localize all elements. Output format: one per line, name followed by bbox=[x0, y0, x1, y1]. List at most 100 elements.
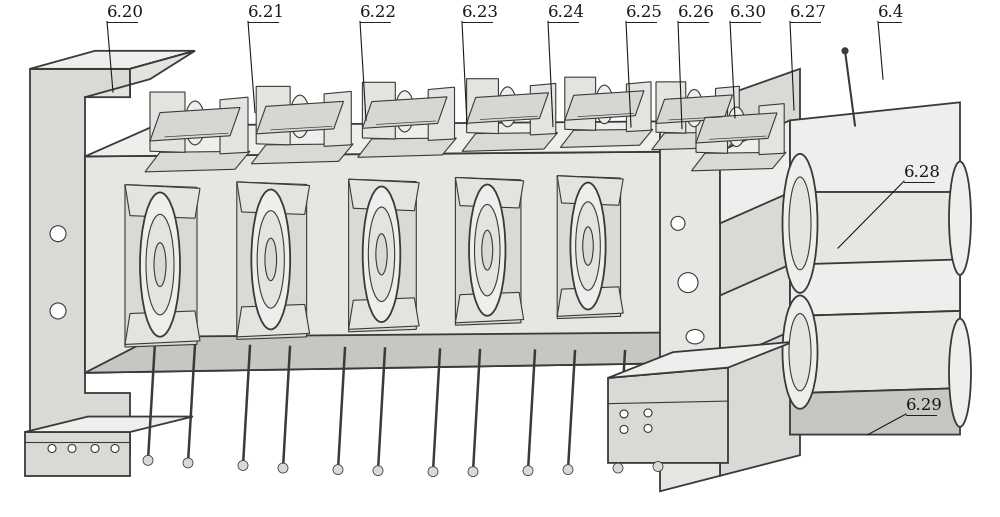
Polygon shape bbox=[608, 342, 793, 378]
Polygon shape bbox=[251, 144, 353, 164]
Polygon shape bbox=[656, 95, 732, 124]
Polygon shape bbox=[626, 82, 651, 132]
Circle shape bbox=[644, 409, 652, 417]
Circle shape bbox=[671, 217, 685, 231]
Polygon shape bbox=[256, 101, 344, 134]
Polygon shape bbox=[85, 151, 720, 373]
Circle shape bbox=[613, 463, 623, 473]
Ellipse shape bbox=[400, 100, 409, 122]
Polygon shape bbox=[560, 129, 653, 147]
Polygon shape bbox=[565, 77, 596, 130]
Ellipse shape bbox=[185, 101, 205, 145]
Polygon shape bbox=[85, 51, 195, 97]
Circle shape bbox=[278, 463, 288, 473]
Ellipse shape bbox=[789, 313, 811, 391]
Polygon shape bbox=[720, 120, 790, 223]
Text: 6.27: 6.27 bbox=[790, 5, 827, 21]
Polygon shape bbox=[220, 97, 248, 154]
Ellipse shape bbox=[498, 87, 517, 127]
Ellipse shape bbox=[482, 230, 493, 270]
Circle shape bbox=[644, 424, 652, 432]
Ellipse shape bbox=[789, 177, 811, 270]
Polygon shape bbox=[557, 287, 623, 316]
Polygon shape bbox=[715, 86, 739, 134]
Circle shape bbox=[238, 461, 248, 470]
Ellipse shape bbox=[368, 207, 395, 301]
Ellipse shape bbox=[290, 95, 310, 138]
Ellipse shape bbox=[503, 96, 512, 117]
Polygon shape bbox=[145, 151, 250, 172]
Polygon shape bbox=[455, 177, 521, 325]
Polygon shape bbox=[237, 305, 310, 337]
Ellipse shape bbox=[257, 211, 284, 308]
Text: 6.22: 6.22 bbox=[360, 5, 397, 21]
Ellipse shape bbox=[727, 107, 745, 146]
Polygon shape bbox=[462, 133, 558, 151]
Polygon shape bbox=[237, 182, 307, 339]
Polygon shape bbox=[362, 97, 447, 128]
Ellipse shape bbox=[154, 242, 166, 286]
Polygon shape bbox=[557, 176, 623, 205]
Ellipse shape bbox=[782, 296, 818, 409]
Polygon shape bbox=[85, 331, 790, 373]
Polygon shape bbox=[358, 138, 456, 157]
Text: 6.20: 6.20 bbox=[107, 5, 144, 21]
Polygon shape bbox=[25, 417, 193, 432]
Ellipse shape bbox=[583, 227, 593, 265]
Polygon shape bbox=[790, 192, 960, 265]
Circle shape bbox=[50, 303, 66, 319]
Ellipse shape bbox=[190, 111, 200, 134]
Circle shape bbox=[563, 465, 573, 475]
Circle shape bbox=[653, 462, 663, 472]
Ellipse shape bbox=[949, 161, 971, 275]
Polygon shape bbox=[530, 83, 556, 135]
Ellipse shape bbox=[395, 91, 414, 132]
Polygon shape bbox=[455, 292, 524, 323]
Text: 6.23: 6.23 bbox=[462, 5, 499, 21]
Ellipse shape bbox=[475, 204, 500, 296]
Text: 6.21: 6.21 bbox=[248, 5, 285, 21]
Polygon shape bbox=[660, 97, 720, 491]
Polygon shape bbox=[237, 182, 310, 215]
Polygon shape bbox=[720, 120, 790, 362]
Ellipse shape bbox=[732, 116, 741, 137]
Ellipse shape bbox=[376, 234, 387, 275]
Polygon shape bbox=[692, 153, 786, 171]
Text: 6.26: 6.26 bbox=[678, 5, 715, 21]
Circle shape bbox=[523, 466, 533, 476]
Circle shape bbox=[333, 465, 343, 475]
Polygon shape bbox=[30, 69, 130, 455]
Ellipse shape bbox=[251, 190, 290, 329]
Polygon shape bbox=[428, 87, 455, 141]
Circle shape bbox=[678, 272, 698, 293]
Circle shape bbox=[68, 445, 76, 452]
Polygon shape bbox=[125, 311, 200, 344]
Polygon shape bbox=[557, 176, 621, 318]
Ellipse shape bbox=[782, 154, 818, 293]
Polygon shape bbox=[759, 103, 784, 155]
Circle shape bbox=[620, 425, 628, 433]
Polygon shape bbox=[125, 185, 197, 347]
Polygon shape bbox=[790, 260, 960, 316]
Ellipse shape bbox=[690, 98, 698, 118]
Ellipse shape bbox=[295, 105, 305, 128]
Text: 6.30: 6.30 bbox=[730, 5, 767, 21]
Polygon shape bbox=[150, 92, 185, 153]
Polygon shape bbox=[25, 432, 130, 476]
Ellipse shape bbox=[146, 215, 174, 315]
Polygon shape bbox=[256, 86, 290, 145]
Ellipse shape bbox=[576, 202, 600, 290]
Text: 6.24: 6.24 bbox=[548, 5, 585, 21]
Polygon shape bbox=[790, 388, 960, 435]
Ellipse shape bbox=[140, 192, 180, 337]
Circle shape bbox=[111, 445, 119, 452]
Polygon shape bbox=[656, 82, 686, 133]
Polygon shape bbox=[720, 265, 790, 362]
Polygon shape bbox=[349, 298, 419, 329]
Polygon shape bbox=[696, 99, 728, 153]
Ellipse shape bbox=[363, 187, 400, 322]
Text: 6.28: 6.28 bbox=[904, 164, 941, 181]
Circle shape bbox=[842, 48, 848, 54]
Circle shape bbox=[428, 467, 438, 477]
Polygon shape bbox=[30, 51, 195, 69]
